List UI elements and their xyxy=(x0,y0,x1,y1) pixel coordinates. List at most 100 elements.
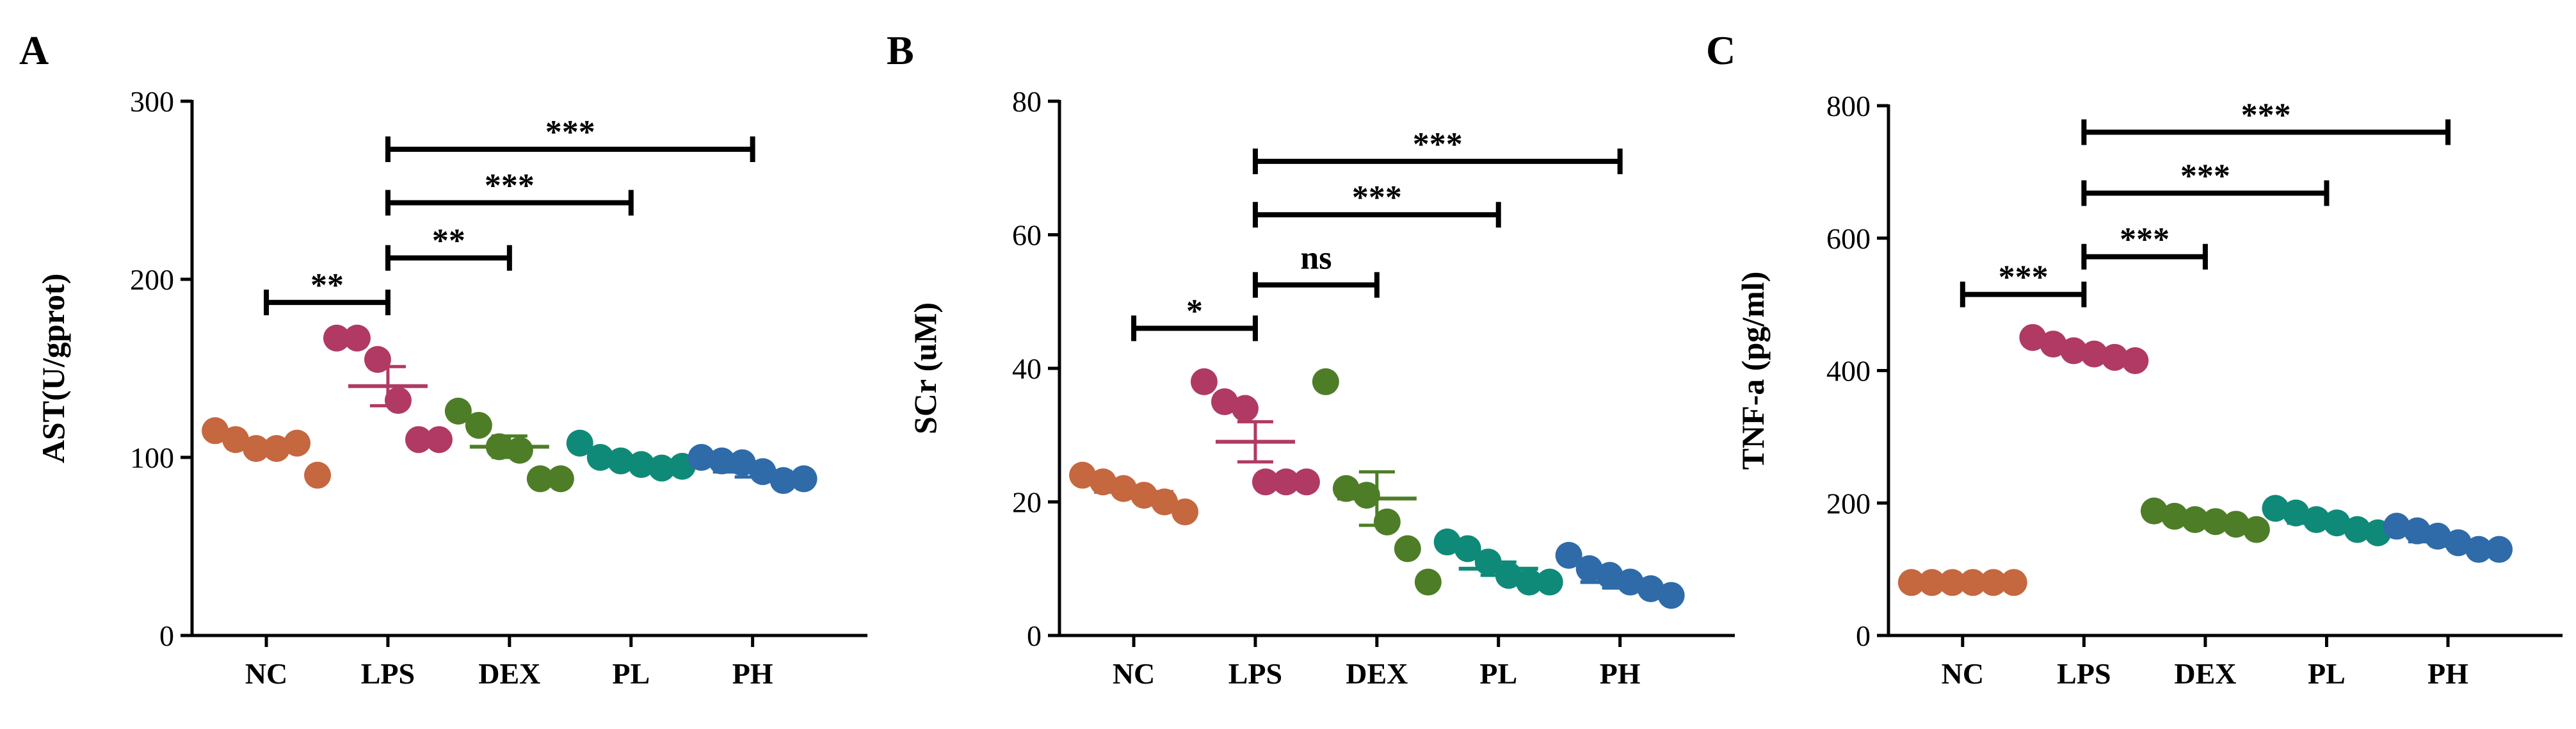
x-tick-label: PH xyxy=(2427,657,2468,690)
significance-label: *** xyxy=(485,167,535,204)
data-point xyxy=(1657,582,1685,609)
panel-letter: A xyxy=(19,28,49,73)
significance-bracket: *** xyxy=(1252,179,1501,228)
significance-label: *** xyxy=(545,114,595,151)
data-point xyxy=(2383,512,2410,540)
data-point xyxy=(284,429,311,457)
group-ph xyxy=(688,444,817,495)
significance-bracket: *** xyxy=(2081,158,2330,206)
panel-b: B 0 20 40 60 80 NC LPS DEX PL PH SCr (uM) * ns *** *** xyxy=(887,28,1735,690)
data-point xyxy=(2222,511,2250,538)
data-point xyxy=(2121,347,2149,374)
data-point xyxy=(425,426,453,454)
significance-label: *** xyxy=(2241,97,2291,133)
significance-bracket: *** xyxy=(2081,222,2208,270)
data-point xyxy=(1131,482,1158,509)
x-tick-label: NC xyxy=(1942,657,1984,690)
group-nc xyxy=(202,417,332,489)
data-point xyxy=(1312,368,1339,395)
data-point xyxy=(1110,475,1138,502)
data-point xyxy=(769,467,797,495)
data-point xyxy=(729,449,756,477)
group-lps xyxy=(2019,324,2149,374)
data-point xyxy=(1394,535,1421,562)
y-tick-label: 20 xyxy=(1012,486,1042,519)
significance-label: ns xyxy=(1300,240,1332,277)
y-tick-label: 300 xyxy=(130,85,174,118)
y-tick-label: 80 xyxy=(1012,85,1042,118)
data-point xyxy=(586,444,614,471)
x-tick-label: PH xyxy=(732,657,773,690)
x-tick-label: PL xyxy=(612,657,650,690)
significance-bracket: *** xyxy=(1960,259,2087,307)
group-ph xyxy=(2383,512,2513,563)
significance-label: *** xyxy=(2120,222,2169,258)
group-ph xyxy=(1555,541,1685,609)
significance-bracket: ns xyxy=(1252,240,1380,298)
data-point xyxy=(2242,516,2270,543)
group-pl xyxy=(566,429,696,482)
group-lps xyxy=(323,324,453,454)
group-pl xyxy=(2262,495,2392,546)
data-point xyxy=(304,461,332,489)
data-point xyxy=(547,465,574,493)
data-point xyxy=(1373,508,1401,536)
group-pl xyxy=(1433,528,1563,596)
data-point xyxy=(1252,468,1279,496)
group-dex xyxy=(2140,497,2270,543)
data-point xyxy=(1272,468,1300,496)
y-axis-title: TNF-a (pg/ml) xyxy=(1735,272,1771,470)
data-point xyxy=(1433,528,1461,556)
data-point xyxy=(202,417,229,445)
data-point xyxy=(1171,498,1199,526)
y-tick-label: 0 xyxy=(1856,619,1871,652)
data-point xyxy=(323,324,350,352)
significance-bracket: *** xyxy=(2081,97,2451,145)
data-point xyxy=(343,324,371,352)
y-tick-label: 100 xyxy=(130,441,174,474)
data-point xyxy=(1292,468,1320,496)
data-point xyxy=(2262,495,2289,522)
data-point xyxy=(1190,368,1218,395)
data-point xyxy=(1332,475,1360,502)
data-point xyxy=(465,411,492,439)
significance-bracket: *** xyxy=(385,167,634,216)
panel-c: C 0 200 400 600 800 NC LPS DEX PL PH TNF-a (pg/ml) *… xyxy=(1706,28,2563,690)
data-point xyxy=(1454,535,1481,562)
data-point xyxy=(222,426,250,454)
significance-label: * xyxy=(1186,293,1203,329)
data-point xyxy=(566,429,593,457)
x-tick-label: LPS xyxy=(1228,657,1282,690)
x-tick-label: LPS xyxy=(361,657,415,690)
y-axis-title: AST(U/gprot) xyxy=(35,274,71,463)
x-tick-label: PL xyxy=(1479,657,1517,690)
x-tick-label: DEX xyxy=(1346,657,1408,690)
data-point xyxy=(1515,568,1543,596)
x-tick-label: LPS xyxy=(2057,657,2111,690)
group-dex xyxy=(444,397,574,493)
significance-label: *** xyxy=(1352,179,1402,216)
significance-bracket: ** xyxy=(264,267,390,316)
y-tick-label: 0 xyxy=(159,619,174,652)
x-tick-label: PH xyxy=(1600,657,1641,690)
x-tick-label: PL xyxy=(2308,657,2346,690)
significance-bracket: *** xyxy=(1252,126,1623,174)
group-lps xyxy=(1190,368,1320,496)
data-point xyxy=(1069,461,1097,489)
y-axis-title: SCr (uM) xyxy=(907,302,943,434)
data-point xyxy=(1211,388,1238,416)
data-point xyxy=(1555,541,1582,569)
data-point xyxy=(2303,506,2330,534)
data-point xyxy=(688,444,715,471)
panel-letter: B xyxy=(887,28,914,73)
data-point xyxy=(2282,499,2310,527)
data-point xyxy=(2000,569,2027,596)
y-tick-label: 200 xyxy=(1826,487,1871,520)
y-tick-label: 800 xyxy=(1826,90,1871,122)
group-nc xyxy=(1069,461,1199,526)
y-tick-label: 600 xyxy=(1826,222,1871,255)
y-tick-label: 0 xyxy=(1027,619,1042,652)
